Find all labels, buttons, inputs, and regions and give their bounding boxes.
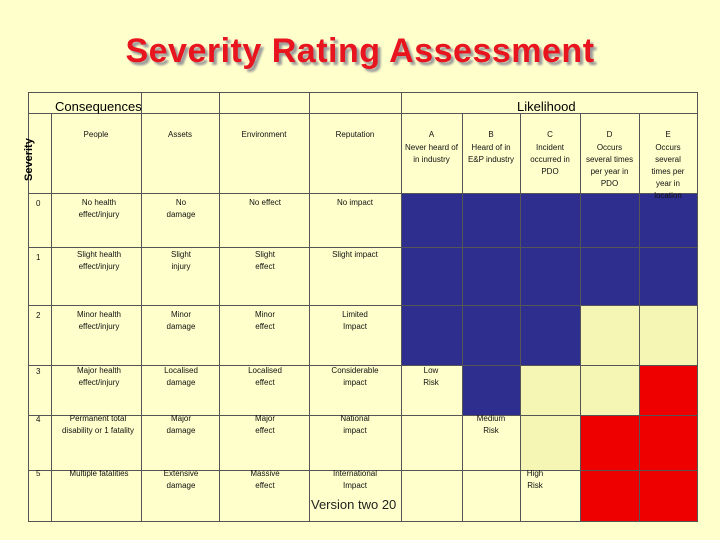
row3-assets: Localised damage [164,366,198,387]
version-footer: Version two 20 [311,497,397,512]
row4-reputation: National impact [340,414,370,435]
row0-people: No health effect/injury [78,198,120,219]
risk-cell-1-D [580,247,639,305]
row2-environment: Minor effect [254,310,275,331]
risk-cell-4-E [639,415,697,470]
severity-axis-label: Severity [23,138,35,181]
row5-assets: Extensive damage [163,469,199,490]
column-header-reputation: Reputation [335,130,375,139]
row1-people: Slight health effect/injury [76,250,122,271]
row1-reputation: Slight impact [332,250,378,259]
risk-cell-5-E [639,470,697,521]
risk-cell-3-E [639,365,697,415]
row3-environment: Localised effect [248,366,282,387]
high-risk-label: High Risk [526,469,544,490]
risk-cell-4-C [520,415,580,470]
likelihood-A-desc: Never heard of in industry [405,143,458,164]
row5-reputation: International Impact [332,469,378,490]
likelihood-C-desc: Incident occurred in PDO [530,143,570,176]
likelihood-D-letter: D [606,130,613,139]
row0-assets: No damage [166,198,196,219]
low-risk-label: Low Risk [423,366,439,387]
risk-cell-5-D [580,470,639,521]
severity-level-5: 5 [36,469,41,478]
likelihood-B-letter: B [488,130,494,139]
row2-people: Minor health effect/injury [76,310,122,331]
severity-level-3: 3 [36,367,41,376]
risk-cell-0-B [462,193,520,247]
severity-level-1: 1 [36,253,41,262]
row2-assets: Minor damage [166,310,196,331]
risk-cell-2-D [580,305,639,365]
page-title: Severity Rating Assessment [125,32,595,70]
risk-cell-3-B [462,365,520,415]
risk-cell-0-C [520,193,580,247]
row4-environment: Major effect [254,414,275,435]
risk-cell-2-B [462,305,520,365]
risk-cell-2-E [639,305,697,365]
row1-assets: Slight injury [170,250,191,271]
medium-risk-label: Medium Risk [476,414,506,435]
severity-level-4: 4 [36,415,41,424]
likelihood-A-letter: A [428,130,435,139]
risk-matrix: Consequences Likelihood Severity People … [23,92,698,522]
row0-environment: No effect [249,198,281,207]
column-header-environment: Environment [241,130,287,139]
risk-cell-0-E [639,193,697,247]
row3-people: Major health effect/injury [76,366,122,387]
likelihood-header: Likelihood [517,99,576,114]
risk-cell-4-D [580,415,639,470]
risk-cell-1-A [401,247,462,305]
column-header-people: People [83,130,109,139]
risk-cell-2-A [401,305,462,365]
row5-environment: Massive effect [250,469,280,490]
likelihood-C-letter: C [547,130,553,139]
severity-level-2: 2 [36,311,41,320]
row1-environment: Slight effect [254,250,275,271]
row4-assets: Major damage [166,414,196,435]
severity-level-0: 0 [36,199,41,208]
likelihood-E-desc: Occurs several times per year in locatio… [651,143,685,200]
likelihood-B-desc: Heard of in E&P industry [467,143,515,164]
risk-cell-1-C [520,247,580,305]
risk-cell-2-C [520,305,580,365]
row3-reputation: Considerable impact [331,366,379,387]
row4-people: Permanent total disability or 1 fatality [61,414,135,435]
consequences-header: Consequences [55,99,142,114]
risk-cell-0-A [401,193,462,247]
row5-people: Multiple fatalities [69,469,129,478]
risk-cell-0-D [580,193,639,247]
column-header-assets: Assets [167,130,192,139]
risk-cell-1-E [639,247,697,305]
risk-cell-3-C [520,365,580,415]
row2-reputation: Limited Impact [342,310,368,331]
risk-cell-3-D [580,365,639,415]
row0-reputation: No impact [336,198,373,207]
likelihood-E-letter: E [665,130,671,139]
likelihood-D-desc: Occurs several times per year in PDO [585,143,634,188]
risk-cell-1-B [462,247,520,305]
